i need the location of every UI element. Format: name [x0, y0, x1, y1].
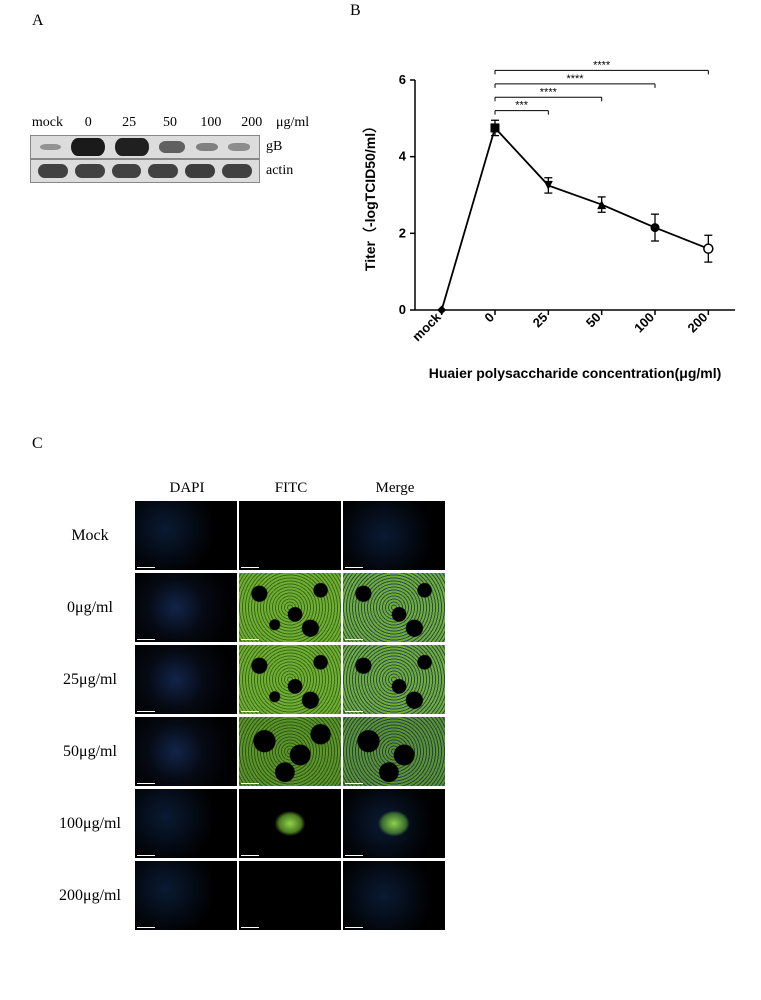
fluor-cell [239, 861, 341, 930]
band [38, 164, 68, 178]
fluor-cell [239, 501, 341, 570]
band [115, 138, 148, 155]
fluor-cell [343, 501, 445, 570]
blot-strip-actin [30, 159, 260, 183]
svg-text:200: 200 [685, 310, 711, 336]
band [159, 141, 185, 152]
panel-c-immunofluorescence: DAPI FITC Merge Mock 0μg/ml 25μg/ml 50μg/ml… [45, 480, 465, 933]
fluor-cell [343, 573, 445, 642]
svg-text:Huaier polysaccharide concentr: Huaier polysaccharide concentration(μg/m… [429, 365, 722, 381]
svg-text:****: **** [593, 59, 611, 71]
gridc-row-label: 200μg/ml [45, 887, 135, 905]
panel-b-label: B [350, 2, 361, 20]
fluor-cell [343, 717, 445, 786]
band [185, 164, 215, 179]
fluor-cell [239, 789, 341, 858]
gridc-row-label: 50μg/ml [45, 743, 135, 761]
gridc-row-label: Mock [45, 527, 135, 545]
svg-text:Titer（-logTCID50/ml）: Titer（-logTCID50/ml） [362, 119, 378, 271]
svg-text:6: 6 [399, 72, 406, 87]
band [148, 164, 178, 178]
dose-0: 0 [71, 115, 106, 131]
dose-200: 200 [234, 115, 269, 131]
blot-dose-header: mock 0 25 50 100 200 μg/ml [30, 115, 310, 131]
fluor-cell [239, 645, 341, 714]
gridc-body: Mock 0μg/ml 25μg/ml 50μg/ml 100μg/ml 200μg/ml [45, 501, 465, 930]
band [228, 143, 249, 150]
gridc-row: 50μg/ml [45, 717, 465, 786]
band [40, 144, 61, 151]
panel-b-titer-chart: 0246mock02550100200Titer（-logTCID50/ml）H… [350, 20, 750, 390]
band [71, 138, 105, 156]
svg-text:****: **** [566, 73, 584, 85]
gridc-row: 100μg/ml [45, 789, 465, 858]
gridc-row-label: 25μg/ml [45, 671, 135, 689]
col-dapi: DAPI [135, 480, 239, 497]
gridc-row-label: 100μg/ml [45, 815, 135, 833]
svg-text:50: 50 [583, 310, 604, 331]
svg-text:4: 4 [399, 149, 407, 164]
col-fitc: FITC [239, 480, 343, 497]
blot-row-label: actin [266, 163, 302, 179]
fluor-cell [343, 861, 445, 930]
svg-text:***: *** [515, 100, 529, 112]
band [222, 164, 252, 178]
band [75, 164, 105, 178]
fluor-cell [343, 645, 445, 714]
svg-text:0: 0 [399, 302, 406, 317]
blot-strip-gB [30, 135, 260, 159]
gridc-row: 200μg/ml [45, 861, 465, 930]
dose-25: 25 [112, 115, 147, 131]
svg-text:****: **** [540, 86, 558, 98]
gridc-row: 0μg/ml [45, 573, 465, 642]
fluor-cell [239, 717, 341, 786]
band [112, 164, 142, 178]
svg-text:2: 2 [399, 225, 406, 240]
fluor-cell [343, 789, 445, 858]
fluor-cell [135, 501, 237, 570]
fluor-cell [135, 573, 237, 642]
panel-c-label: C [32, 435, 43, 453]
dose-mock: mock [30, 115, 65, 131]
fluor-cell [135, 645, 237, 714]
gridc-col-headers: DAPI FITC Merge [135, 480, 465, 497]
gridc-row-label: 0μg/ml [45, 599, 135, 617]
band [196, 143, 219, 151]
blot-row-label: gB [266, 139, 302, 155]
blot-rows: gB actin [30, 135, 310, 183]
fluor-cell [135, 789, 237, 858]
dose-100: 100 [193, 115, 228, 131]
svg-text:mock: mock [409, 309, 444, 344]
dose-unit: μg/ml [275, 115, 310, 131]
svg-text:100: 100 [631, 310, 657, 336]
col-merge: Merge [343, 480, 447, 497]
gridc-row: Mock [45, 501, 465, 570]
dose-50: 50 [153, 115, 188, 131]
gridc-row: 25μg/ml [45, 645, 465, 714]
panel-a-label: A [32, 12, 44, 30]
fluor-cell [239, 573, 341, 642]
svg-text:25: 25 [530, 310, 551, 331]
fluor-cell [135, 861, 237, 930]
blot-row-actin: actin [30, 159, 310, 183]
chart-svg: 0246mock02550100200Titer（-logTCID50/ml）H… [350, 20, 750, 390]
panel-a-western-blot: mock 0 25 50 100 200 μg/ml gB actin [30, 115, 310, 183]
blot-row-gB: gB [30, 135, 310, 159]
fluor-cell [135, 717, 237, 786]
